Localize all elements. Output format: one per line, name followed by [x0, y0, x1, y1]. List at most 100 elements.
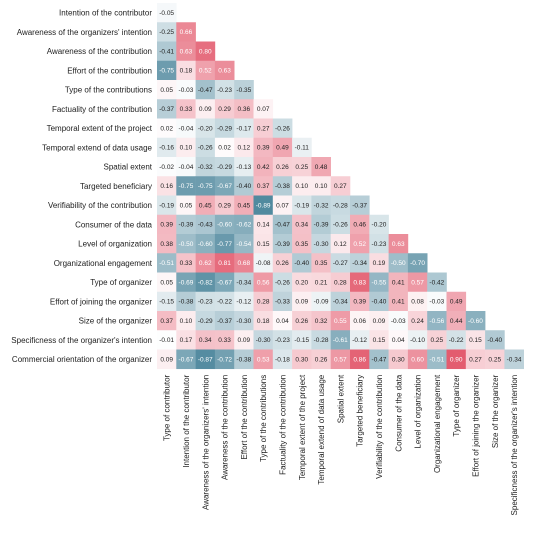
cell-value-label: 0.27	[334, 183, 347, 190]
heatmap-cell	[311, 330, 331, 350]
cell-value-label: 0.45	[238, 202, 251, 209]
heatmap-cell	[176, 80, 196, 100]
heatmap-cell	[176, 22, 196, 42]
heatmap-cell	[214, 99, 235, 119]
row-label: Size of the organizer	[79, 317, 153, 326]
heatmap-cell	[176, 60, 196, 81]
heatmap-cell	[311, 157, 331, 177]
heatmap-cell	[253, 234, 274, 254]
heatmap-cell	[195, 99, 216, 119]
cell-value-label: 0.33	[180, 106, 193, 113]
heatmap-cell	[195, 330, 216, 350]
cell-value-label: -0.42	[429, 279, 444, 286]
cell-value-label: 0.15	[373, 337, 386, 344]
heatmap-cell	[369, 214, 389, 235]
cell-value-label: 0.27	[257, 125, 270, 132]
row-label: Level of organization	[78, 240, 152, 249]
heatmap-cell	[253, 253, 274, 273]
heatmap-cell	[253, 272, 274, 293]
heatmap-cell	[176, 253, 196, 273]
heatmap-cell	[214, 234, 235, 254]
heatmap-cell	[330, 195, 351, 216]
cell-value-label: -0.75	[179, 183, 194, 190]
heatmap-cell	[176, 330, 196, 350]
heatmap-cell	[350, 195, 370, 216]
row-label: Commercial orientation of the organizer	[12, 355, 152, 364]
heatmap-cell	[272, 330, 293, 350]
cell-value-label: 0.24	[411, 318, 424, 325]
heatmap-cells: -0.05 -0.25 0.66 -0.41 0.63 0.80 -0.75 0.18 0.52…	[157, 3, 524, 370]
heatmap-cell	[407, 291, 428, 312]
heatmap-cell	[214, 118, 235, 139]
heatmap-cell	[272, 176, 293, 196]
heatmap-cell	[195, 157, 216, 177]
cell-value-label: 0.39	[353, 299, 366, 306]
row-label: Consumer of the data	[75, 220, 152, 229]
cell-value-label: -0.04	[179, 164, 194, 171]
cell-value-label: -0.75	[159, 68, 174, 75]
heatmap-cell	[176, 291, 196, 312]
heatmap-cell	[272, 157, 293, 177]
cell-value-label: 0.09	[199, 106, 212, 113]
cell-value-label: -0.77	[217, 241, 232, 248]
heatmap-cell	[214, 272, 235, 293]
column-label: Consumer of the data	[394, 374, 403, 451]
heatmap-cell	[369, 349, 389, 370]
heatmap-cell	[176, 349, 196, 370]
heatmap-cell	[446, 291, 467, 312]
heatmap-cell	[176, 311, 196, 331]
heatmap-cell	[504, 349, 524, 370]
cell-value-label: -0.41	[159, 48, 174, 55]
heatmap-cell	[195, 176, 216, 196]
heatmap-cell	[485, 330, 505, 350]
row-label: Awareness of the organizers' intention	[17, 28, 152, 37]
cell-value-label: 0.12	[334, 241, 347, 248]
heatmap-cell	[195, 349, 216, 370]
heatmap-cell	[272, 118, 293, 139]
heatmap-cell	[176, 118, 196, 139]
heatmap-cell	[214, 80, 235, 100]
cell-value-label: -0.40	[236, 183, 251, 190]
cell-value-label: -0.39	[179, 222, 194, 229]
cell-value-label: 0.55	[334, 318, 347, 325]
heatmap-cell	[272, 253, 293, 273]
heatmap-cell	[157, 253, 177, 273]
heatmap-cell	[311, 291, 331, 312]
cell-value-label: 0.42	[257, 164, 270, 171]
heatmap-cell	[234, 214, 254, 235]
cell-value-label: 0.18	[257, 318, 270, 325]
cell-value-label: 0.17	[180, 337, 193, 344]
heatmap-cell	[272, 291, 293, 312]
heatmap-cell	[157, 60, 177, 81]
heatmap-cell	[311, 253, 331, 273]
cell-value-label: -0.39	[314, 222, 329, 229]
cell-value-label: 0.02	[160, 125, 173, 132]
heatmap-cell	[311, 176, 331, 196]
heatmap-cell	[195, 214, 216, 235]
heatmap-cell	[465, 330, 486, 350]
cell-value-label: -0.37	[159, 106, 174, 113]
row-label: Intention of the contributor	[59, 9, 152, 18]
cell-value-label: 0.05	[160, 279, 173, 286]
heatmap-cell	[176, 214, 196, 235]
heatmap-cell	[253, 176, 274, 196]
cell-value-label: -0.87	[198, 356, 213, 363]
cell-value-label: 0.10	[315, 183, 328, 190]
heatmap-cell	[330, 253, 351, 273]
cell-value-label: 0.49	[450, 299, 463, 306]
cell-value-label: -0.04	[179, 125, 194, 132]
cell-value-label: 0.27	[469, 356, 482, 363]
heatmap-cell	[330, 234, 351, 254]
heatmap-cell	[292, 176, 312, 196]
cell-value-label: -0.54	[236, 241, 251, 248]
cell-value-label: -0.18	[275, 356, 290, 363]
heatmap-cell	[311, 214, 331, 235]
cell-value-label: -0.30	[314, 241, 329, 248]
cell-value-label: -0.51	[159, 260, 174, 267]
heatmap-cell	[234, 349, 254, 370]
cell-value-label: -0.37	[217, 318, 232, 325]
heatmap-cell	[330, 272, 351, 293]
heatmap-cell	[234, 272, 254, 293]
heatmap-cell	[176, 195, 196, 216]
heatmap-cell	[195, 272, 216, 293]
